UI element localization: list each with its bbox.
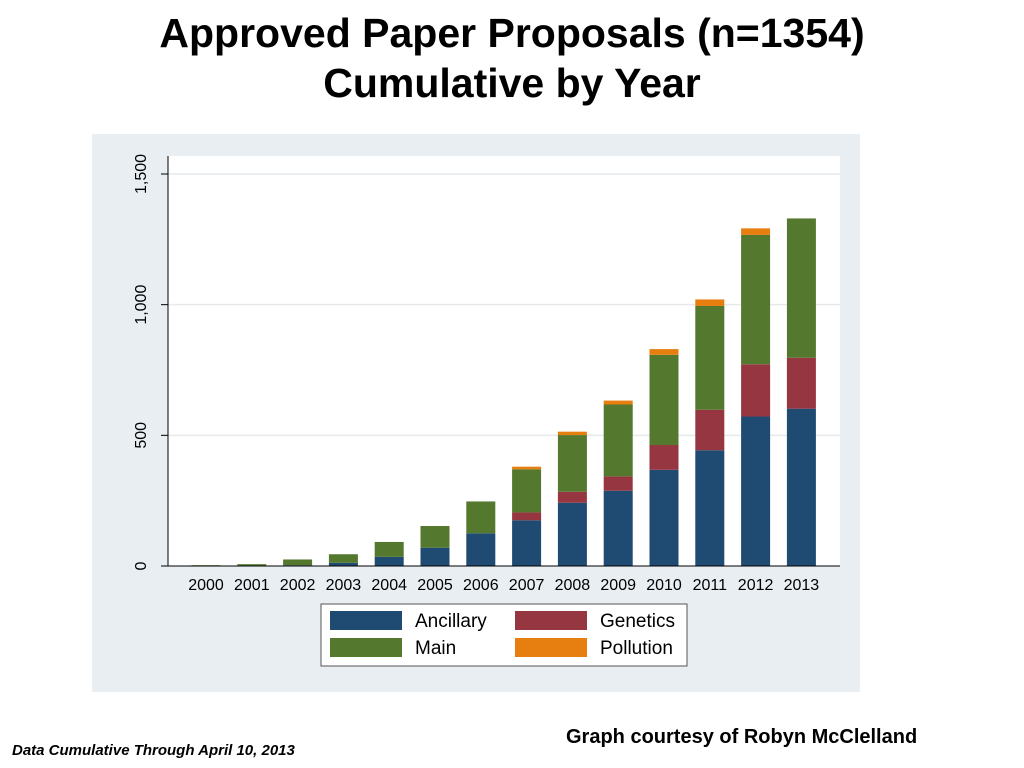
y-tick-label: 0 bbox=[133, 561, 150, 570]
bar-ancillary-2013 bbox=[786, 408, 816, 566]
title-line-2: Cumulative by Year bbox=[323, 60, 701, 106]
bar-ancillary-2010 bbox=[649, 469, 679, 566]
legend-label-main: Main bbox=[415, 638, 456, 659]
bar-main-2001 bbox=[237, 564, 267, 566]
bar-pollution-2010 bbox=[649, 349, 679, 355]
x-tick-label: 2012 bbox=[738, 577, 774, 594]
graph-credit: Graph courtesy of Robyn McClelland bbox=[566, 726, 918, 748]
bar-main-2003 bbox=[328, 554, 358, 563]
chart-panel: 0 500 1,000 1,500 2000 2001 2002 2003 2004 2005 2… bbox=[92, 134, 860, 692]
x-axis: 2000 2001 2002 2003 2004 2005 2006 2007 2008 2009… bbox=[168, 565, 840, 594]
bar-main-2008 bbox=[557, 435, 587, 492]
bar-pollution-2007 bbox=[512, 466, 542, 470]
x-tick-label: 2013 bbox=[784, 577, 820, 594]
legend-label-pollution: Pollution bbox=[600, 638, 673, 659]
bar-ancillary-2011 bbox=[695, 450, 725, 566]
legend-label-ancillary: Ancillary bbox=[415, 611, 487, 632]
legend-key-genetics bbox=[515, 611, 587, 630]
y-tick-label: 1,000 bbox=[133, 285, 150, 325]
x-tick-label: 2002 bbox=[280, 577, 316, 594]
bar-main-2006 bbox=[466, 501, 496, 534]
bar-main-2012 bbox=[741, 234, 771, 365]
bar-pollution-2008 bbox=[557, 431, 587, 436]
y-tick-label: 1,500 bbox=[133, 154, 150, 194]
bar-pollution-2011 bbox=[695, 299, 725, 306]
y-tick-label: 500 bbox=[133, 422, 150, 449]
chart-title: Approved Paper Proposals (n=1354) Cumula… bbox=[0, 8, 1024, 108]
bar-ancillary-2012 bbox=[741, 416, 771, 566]
x-tick-label: 2004 bbox=[371, 577, 407, 594]
bar-main-2007 bbox=[512, 469, 542, 513]
bar-ancillary-2004 bbox=[374, 556, 404, 566]
bar-ancillary-2007 bbox=[512, 520, 542, 566]
bar-main-2005 bbox=[420, 526, 450, 548]
bar-main-2009 bbox=[603, 404, 633, 477]
x-tick-label: 2008 bbox=[555, 577, 591, 594]
x-tick-label: 2011 bbox=[693, 577, 728, 594]
plot-area bbox=[168, 156, 840, 566]
bar-main-2011 bbox=[695, 305, 725, 410]
x-tick-label: 2001 bbox=[234, 577, 270, 594]
bar-ancillary-2006 bbox=[466, 533, 496, 566]
x-tick-label: 2003 bbox=[326, 577, 362, 594]
x-tick-label: 2007 bbox=[509, 577, 545, 594]
title-line-1: Approved Paper Proposals (n=1354) bbox=[159, 10, 865, 56]
bar-ancillary-2008 bbox=[557, 502, 587, 566]
bar-ancillary-2009 bbox=[603, 490, 633, 566]
x-tick-label: 2005 bbox=[417, 577, 453, 594]
bar-genetics-2008 bbox=[557, 491, 587, 503]
x-tick-label: 2009 bbox=[600, 577, 636, 594]
data-date-note: Data Cumulative Through April 10, 2013 bbox=[12, 742, 295, 759]
bar-genetics-2012 bbox=[741, 364, 771, 417]
bar-main-2013 bbox=[786, 218, 816, 358]
bar-genetics-2009 bbox=[603, 476, 633, 491]
bar-genetics-2010 bbox=[649, 445, 679, 470]
legend: Ancillary Genetics Main Pollution bbox=[320, 603, 688, 667]
legend-key-ancillary bbox=[330, 611, 402, 630]
bar-main-2010 bbox=[649, 354, 679, 446]
bar-pollution-2009 bbox=[603, 400, 633, 405]
x-tick-label: 2006 bbox=[463, 577, 499, 594]
legend-key-main bbox=[330, 638, 402, 657]
x-tick-label: 2000 bbox=[188, 577, 224, 594]
bar-ancillary-2005 bbox=[420, 547, 450, 566]
bar-main-2004 bbox=[374, 541, 404, 557]
legend-key-pollution bbox=[515, 638, 587, 657]
bar-ancillary-2003 bbox=[328, 562, 358, 566]
bar-genetics-2011 bbox=[695, 409, 725, 451]
y-axis: 0 500 1,000 1,500 bbox=[133, 154, 169, 570]
x-tick-label: 2010 bbox=[646, 577, 682, 594]
bars bbox=[191, 218, 816, 566]
bar-genetics-2007 bbox=[512, 512, 542, 521]
bar-pollution-2012 bbox=[741, 228, 771, 235]
bar-main-2002 bbox=[283, 559, 313, 566]
gridlines bbox=[168, 173, 840, 437]
bar-genetics-2013 bbox=[786, 357, 816, 409]
legend-label-genetics: Genetics bbox=[600, 611, 675, 632]
